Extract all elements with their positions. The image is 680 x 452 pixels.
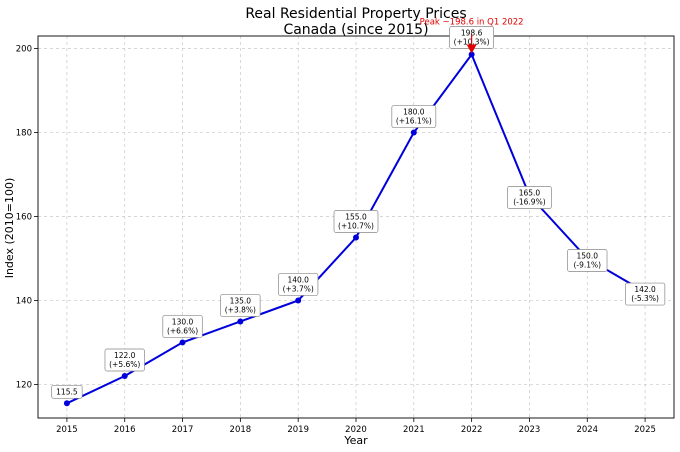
data-label: (-16.9%) xyxy=(513,198,545,207)
data-label: (+3.7%) xyxy=(283,284,314,293)
y-tick-label: 120 xyxy=(16,380,32,390)
data-label: 135.0 xyxy=(230,296,252,305)
data-label: (+6.6%) xyxy=(167,326,198,335)
data-point xyxy=(295,297,302,304)
data-label-box xyxy=(507,186,552,209)
data-label: 155.0 xyxy=(345,212,367,221)
data-label: 198.6 xyxy=(461,28,483,37)
data-point xyxy=(410,129,417,136)
y-tick-label: 180 xyxy=(16,129,32,139)
data-point xyxy=(179,339,186,346)
x-axis-label: Year xyxy=(343,434,368,447)
y-tick-label: 200 xyxy=(16,45,32,55)
data-label: 130.0 xyxy=(172,317,194,326)
x-tick-label: 2016 xyxy=(114,425,136,435)
data-label: 140.0 xyxy=(287,275,309,284)
data-label-box xyxy=(567,249,608,272)
data-label: 115.5 xyxy=(56,387,78,396)
x-tick-label: 2017 xyxy=(172,425,194,435)
data-label: 165.0 xyxy=(519,189,541,198)
x-tick-label: 2020 xyxy=(345,425,367,435)
y-tick-label: 160 xyxy=(16,213,32,223)
x-tick-label: 2021 xyxy=(403,425,425,435)
data-label: (-5.3%) xyxy=(631,294,659,303)
data-label: (+16.1%) xyxy=(396,117,432,126)
data-label: 180.0 xyxy=(403,108,425,117)
data-label: (+10.7%) xyxy=(338,221,374,230)
chart-title: Real Residential Property Prices xyxy=(245,6,466,22)
data-label-box xyxy=(278,273,319,296)
chart-subtitle: Canada (since 2015) xyxy=(283,22,428,38)
data-label: 122.0 xyxy=(114,351,136,360)
x-tick-label: 2025 xyxy=(634,425,656,435)
data-label-box xyxy=(220,294,261,317)
x-tick-label: 2015 xyxy=(56,425,78,435)
data-label: (-9.1%) xyxy=(573,260,601,269)
data-point xyxy=(63,400,70,407)
annotation-arrowhead xyxy=(466,44,477,54)
data-point xyxy=(468,51,475,58)
data-label: 150.0 xyxy=(577,251,599,260)
data-label-box xyxy=(624,282,666,306)
data-point xyxy=(237,318,244,325)
y-tick-label: 140 xyxy=(16,296,32,306)
data-label: (+5.6%) xyxy=(109,360,140,369)
data-label-box xyxy=(333,210,379,233)
y-axis-label: Index (2010=100) xyxy=(3,178,16,279)
annotation-text: Peak ~198.6 in Q1 2022 xyxy=(420,17,524,27)
x-tick-label: 2022 xyxy=(461,425,483,435)
x-tick-label: 2024 xyxy=(576,425,598,435)
data-label: 142.0 xyxy=(634,285,656,294)
x-tick-label: 2019 xyxy=(287,425,309,435)
data-label-box xyxy=(51,384,83,399)
data-label-box xyxy=(162,315,203,338)
x-tick-label: 2018 xyxy=(230,425,252,435)
x-tick-label: 2023 xyxy=(519,425,541,435)
data-label-box xyxy=(104,348,145,372)
data-label-box xyxy=(391,105,437,128)
data-point xyxy=(353,234,359,241)
data-point xyxy=(121,373,128,380)
data-label: (+3.8%) xyxy=(225,305,256,314)
